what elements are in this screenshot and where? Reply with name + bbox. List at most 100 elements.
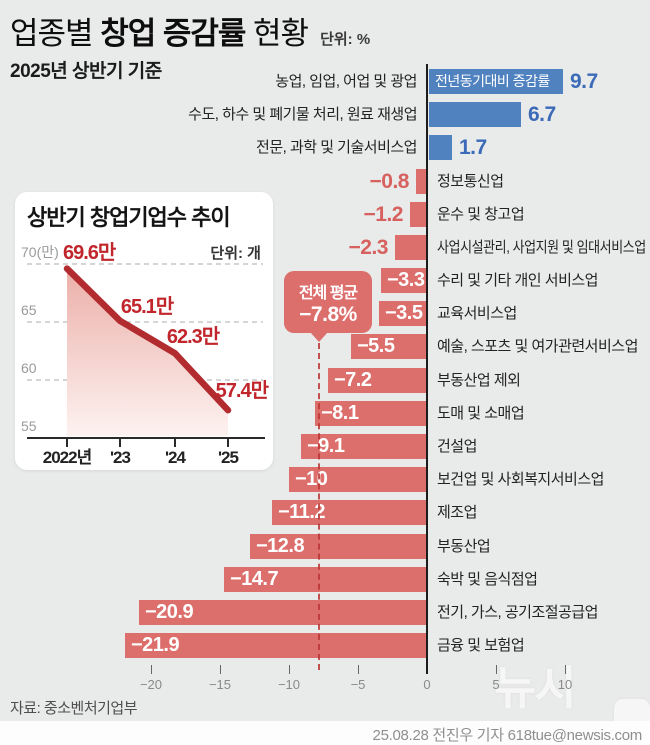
value-label: −3.3: [387, 269, 425, 291]
page-title: 업종별 창업 증감률 현황 단위: %: [10, 8, 370, 53]
inset-y-tick-label: 60: [21, 360, 37, 376]
x-axis-tick-label: −5: [350, 677, 366, 692]
bar: [125, 633, 427, 658]
source-label: 자료: 중소벤처기업부: [10, 700, 138, 717]
x-axis-tick: [151, 665, 152, 674]
inset-x-tick-label: '25: [218, 448, 238, 467]
value-label: −7.2: [334, 369, 372, 391]
value-label: −21.9: [131, 634, 180, 656]
average-callout-label: 전체 평균: [298, 285, 358, 302]
zero-axis-line: [426, 64, 428, 674]
value-label: −11.2: [278, 501, 326, 523]
inset-value-label: 69.6만: [63, 241, 117, 264]
category-label: 부동산업: [437, 538, 491, 555]
category-label: 금융 및 보험업: [437, 637, 525, 654]
inset-value-label: 65.1만: [121, 295, 175, 318]
title-emphasis: 창업 증감률: [100, 16, 246, 51]
inset-line-chart-svg: 70(만) 65 60 55 2022년 '23 '24 '25 69.6만 65.1만 62.3만…: [21, 241, 271, 467]
bar: [250, 534, 427, 559]
value-label: 9.7: [570, 70, 598, 93]
x-axis-tick-label: 5: [492, 677, 500, 692]
inset-chart-title: 상반기 창업기업수 추이: [27, 205, 231, 230]
inset-trend-line: [63, 265, 232, 414]
x-axis-tick-label: 10: [557, 677, 573, 692]
category-label: 운수 및 창고업: [437, 206, 525, 223]
inset-y-tick-label: 70(만): [21, 244, 59, 260]
value-label: 1.7: [459, 136, 487, 159]
bar: [224, 567, 427, 592]
unit-label: 단위: %: [320, 31, 371, 48]
x-axis-tick: [220, 665, 221, 674]
value-label: −10: [295, 468, 328, 490]
inset-x-tick-label: '23: [110, 448, 130, 467]
bar: [379, 301, 427, 326]
category-label: 사업시설관리, 사업지원 및 임대서비스업: [437, 239, 646, 256]
average-callout-value: −7.8%: [299, 303, 357, 326]
value-label: −9.1: [307, 435, 345, 457]
x-axis-tick-label: −10: [277, 677, 301, 692]
category-label: 제조업: [437, 504, 477, 521]
category-label: 예술, 스포츠 및 여가관련서비스업: [437, 338, 638, 355]
category-label: 전문, 과학 및 기술서비스업: [256, 139, 417, 156]
byline-credit: 25.08.28 전진우 기자 618tue@newsis.com: [372, 727, 643, 744]
category-label: 수리 및 기타 개인 서비스업: [437, 272, 598, 289]
x-axis-tick-label: −15: [208, 677, 232, 692]
bar: [301, 434, 427, 459]
inset-y-tick-label: 65: [21, 302, 37, 318]
value-label: −12.8: [256, 535, 305, 557]
value-label: −14.7: [230, 568, 279, 590]
x-axis-tick-label: 0: [423, 677, 431, 692]
value-label: 6.7: [528, 103, 556, 126]
value-label: −1.2: [363, 203, 404, 226]
category-label: 보건업 및 사회복지서비스업: [437, 471, 604, 488]
category-label: 부동산업 제외: [437, 372, 521, 389]
value-label: −0.8: [369, 170, 410, 193]
category-label: 숙박 및 음식점업: [437, 571, 538, 588]
bar: [429, 135, 452, 160]
bar: [429, 102, 521, 127]
bar: [139, 600, 427, 625]
bar: [315, 401, 427, 426]
inset-x-tick-label: 2022년: [43, 448, 92, 467]
inset-x-tick-label: '24: [165, 448, 186, 467]
inset-value-label: 57.4만: [216, 379, 270, 402]
bar: [416, 169, 427, 194]
subtitle: 2025년 상반기 기준: [10, 61, 162, 82]
value-label: −8.1: [321, 402, 359, 424]
x-axis-tick-label: −20: [139, 677, 163, 692]
bar: [429, 69, 563, 94]
average-dashed-line: [318, 343, 320, 670]
category-label: 농업, 임업, 어업 및 광업: [275, 73, 417, 90]
average-callout: 전체 평균 −7.8%: [284, 271, 372, 342]
category-label: 전기, 가스, 공기조절공급업: [437, 604, 598, 621]
startup-count-inset-chart: 상반기 창업기업수 추이 단위: 개 70(만) 65 60 55 2022년 '23 '2…: [15, 192, 273, 470]
value-label: −5.5: [357, 335, 395, 357]
category-label: 건설업: [437, 438, 477, 455]
bar: [289, 467, 427, 492]
x-axis-tick: [289, 665, 290, 674]
inset-y-tick-label: 55: [21, 418, 37, 434]
value-label: −3.5: [385, 302, 423, 324]
category-label: 수도, 하수 및 폐기물 처리, 원료 재생업: [188, 106, 417, 123]
bar: [410, 202, 427, 227]
bar: [272, 500, 427, 525]
bar: [351, 334, 427, 359]
bar: [395, 235, 427, 260]
x-axis-tick: [496, 665, 497, 674]
legend-inside-bar: 전년동기대비 증감률: [435, 73, 550, 89]
bar: [381, 268, 427, 293]
x-axis-tick: [358, 665, 359, 674]
bar: [328, 368, 427, 393]
category-label: 도매 및 소매업: [437, 405, 525, 422]
x-axis-tick: [565, 665, 566, 674]
value-label: −20.9: [145, 601, 194, 623]
callout-pointer-icon: [310, 332, 328, 342]
category-label: 교육서비스업: [437, 305, 517, 322]
inset-unit-label: 단위: 개: [210, 245, 261, 262]
value-label: −2.3: [348, 236, 389, 259]
footer-strip: 25.08.28 전진우 기자 618tue@newsis.com: [0, 721, 650, 745]
title-post: 현황: [245, 16, 309, 51]
title-pre: 업종별: [10, 16, 101, 51]
